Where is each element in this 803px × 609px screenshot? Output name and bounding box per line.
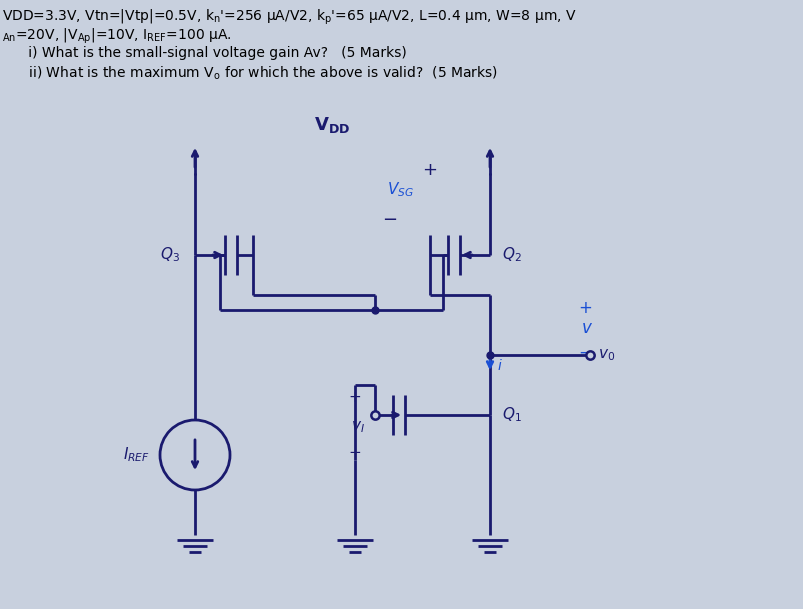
Text: $i$: $i$	[496, 357, 502, 373]
Text: $V_{SG}$: $V_{SG}$	[386, 181, 413, 199]
Text: VDD=3.3V, Vtn=|Vtp|=0.5V, k$_\mathregular{n}$'=256 μA/V2, k$_\mathregular{p}$'=6: VDD=3.3V, Vtn=|Vtp|=0.5V, k$_\mathregula…	[2, 8, 576, 27]
Text: $v_0$: $v_0$	[597, 347, 614, 363]
Text: $Q_1$: $Q_1$	[501, 406, 521, 424]
Text: i) What is the small-signal voltage gain Av?   (5 Marks): i) What is the small-signal voltage gain…	[2, 46, 406, 60]
Text: $+$: $+$	[348, 390, 361, 405]
Text: ii) What is the maximum V$_\mathregular{o}$ for which the above is valid?  (5 Ma: ii) What is the maximum V$_\mathregular{…	[2, 65, 497, 82]
Text: $I_{REF}$: $I_{REF}$	[123, 446, 150, 464]
Text: $Q_2$: $Q_2$	[501, 245, 521, 264]
Text: $v_I$: $v_I$	[351, 420, 365, 435]
Text: $v$: $v$	[581, 319, 593, 337]
Text: $-$: $-$	[577, 343, 591, 361]
Text: $\mathbf{V_{DD}}$: $\mathbf{V_{DD}}$	[314, 115, 350, 135]
Text: $+$: $+$	[422, 161, 437, 179]
Text: $-$: $-$	[348, 443, 361, 458]
Text: $Q_3$: $Q_3$	[160, 245, 180, 264]
Text: $-$: $-$	[382, 209, 397, 227]
Text: $_\mathregular{An}$=20V, |V$_\mathregular{Ap}$|=10V, I$_\mathregular{REF}$=100 μ: $_\mathregular{An}$=20V, |V$_\mathregula…	[2, 27, 231, 46]
Text: $+$: $+$	[577, 299, 591, 317]
